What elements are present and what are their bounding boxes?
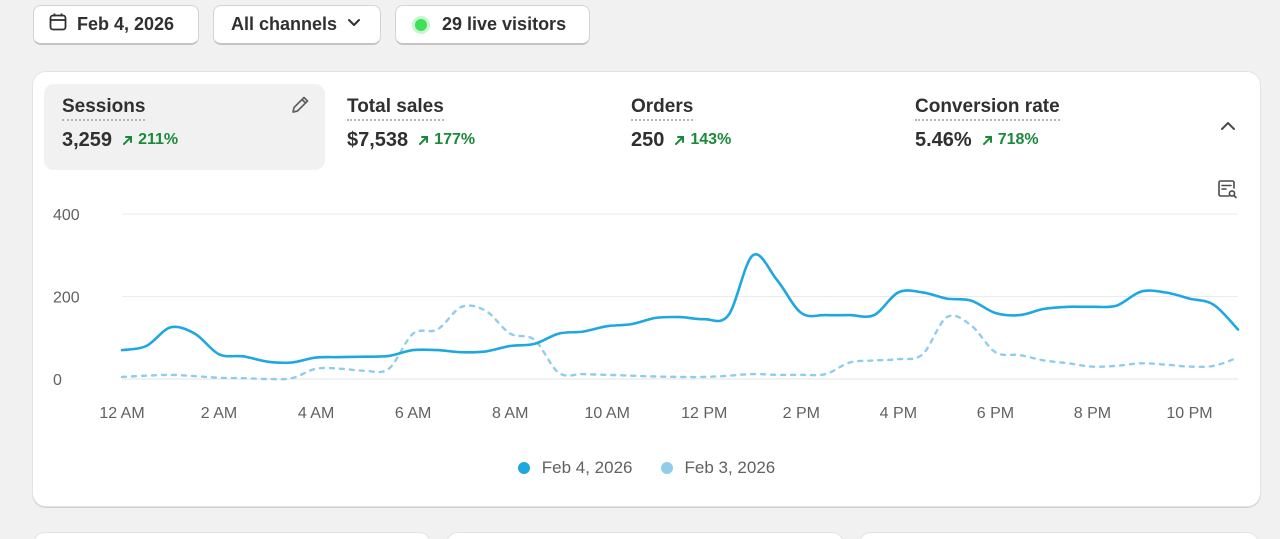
- x-tick-label: 8 AM: [492, 405, 528, 422]
- x-tick-label: 2 PM: [783, 405, 820, 422]
- chevron-up-icon[interactable]: [1218, 116, 1238, 141]
- metric-change-value: 211%: [138, 131, 179, 148]
- filter-bar: Feb 4, 2026 All channels 29 live visitor…: [33, 5, 590, 45]
- sessions-line-chart: 0 200 400 12 AM 2 AM 4 AM 6 AM 8 AM 10 AM 12 PM 2 …: [53, 207, 1240, 422]
- chart-legend: Feb 4, 2026 Feb 3, 2026: [33, 458, 1260, 478]
- bottom-card: [33, 532, 431, 539]
- metric-tab-conversion-rate[interactable]: Conversion rate 5.46% 718%: [897, 84, 1167, 170]
- arrow-up-right-icon: [982, 136, 992, 145]
- x-tick-label: 12 PM: [681, 405, 727, 422]
- legend-label: Feb 4, 2026: [541, 458, 633, 477]
- bottom-card: [859, 532, 1259, 539]
- view-report-icon[interactable]: [1216, 178, 1238, 205]
- metric-value: 250: [631, 129, 665, 151]
- metric-change-value: 718%: [997, 131, 1039, 148]
- legend-dot-comparison: [660, 462, 673, 474]
- x-tick-label: 10 AM: [585, 405, 630, 422]
- channel-select[interactable]: All channels: [213, 5, 381, 45]
- x-tick-label: 10 PM: [1166, 405, 1212, 422]
- metric-change: 718%: [982, 131, 1039, 149]
- legend-dot-current: [517, 462, 530, 474]
- y-tick-label: 0: [53, 372, 62, 389]
- metric-tab-total-sales[interactable]: Total sales $7,538 177%: [329, 84, 599, 170]
- x-tick-label: 4 PM: [880, 405, 917, 422]
- series-line-comparison: [120, 304, 1240, 381]
- metric-value: 3,259: [62, 129, 113, 151]
- metric-change: 143%: [674, 131, 731, 149]
- x-tick-label: 2 AM: [201, 405, 237, 422]
- live-status-icon: [412, 15, 430, 34]
- metric-change: 177%: [418, 131, 475, 149]
- pencil-icon[interactable]: [289, 94, 311, 121]
- metric-change-value: 143%: [690, 131, 732, 148]
- metric-title: Total sales: [347, 96, 444, 121]
- arrow-up-right-icon: [123, 136, 133, 145]
- y-tick-label: 200: [53, 290, 80, 307]
- metric-change: 211%: [122, 131, 178, 149]
- y-tick-label: 400: [53, 207, 80, 224]
- arrow-up-right-icon: [419, 136, 429, 145]
- legend-item-comparison[interactable]: Feb 3, 2026: [660, 458, 776, 478]
- metric-title: Sessions: [62, 96, 146, 121]
- metric-tab-orders[interactable]: Orders 250 143%: [613, 84, 883, 170]
- metric-value: $7,538: [347, 129, 409, 151]
- date-label: Feb 4, 2026: [77, 14, 175, 34]
- x-tick-label: 6 PM: [977, 405, 1014, 422]
- x-tick-label: 6 AM: [395, 405, 431, 422]
- legend-item-current[interactable]: Feb 4, 2026: [517, 458, 633, 478]
- metric-title: Conversion rate: [915, 96, 1060, 121]
- chevron-down-icon: [345, 13, 363, 36]
- x-tick-label: 12 AM: [99, 405, 144, 422]
- metric-tab-sessions[interactable]: Sessions 3,259 211%: [44, 84, 325, 170]
- live-visitors-label: 29 live visitors: [442, 14, 567, 34]
- sessions-chart-card: Sessions 3,259 211% Total sales $7,538 1…: [32, 71, 1261, 507]
- channel-label: All channels: [231, 14, 338, 34]
- series-line-current: [120, 252, 1240, 365]
- metric-change-value: 177%: [434, 131, 476, 148]
- metric-title: Orders: [631, 96, 694, 121]
- x-tick-label: 8 PM: [1074, 405, 1111, 422]
- calendar-icon: [48, 12, 68, 37]
- live-visitors-button[interactable]: 29 live visitors: [395, 5, 590, 45]
- bottom-card: [446, 532, 844, 539]
- date-picker-button[interactable]: Feb 4, 2026: [33, 5, 199, 45]
- arrow-up-right-icon: [675, 136, 685, 145]
- x-tick-label: 4 AM: [298, 405, 334, 422]
- metric-value: 5.46%: [915, 129, 972, 151]
- legend-label: Feb 3, 2026: [684, 458, 776, 477]
